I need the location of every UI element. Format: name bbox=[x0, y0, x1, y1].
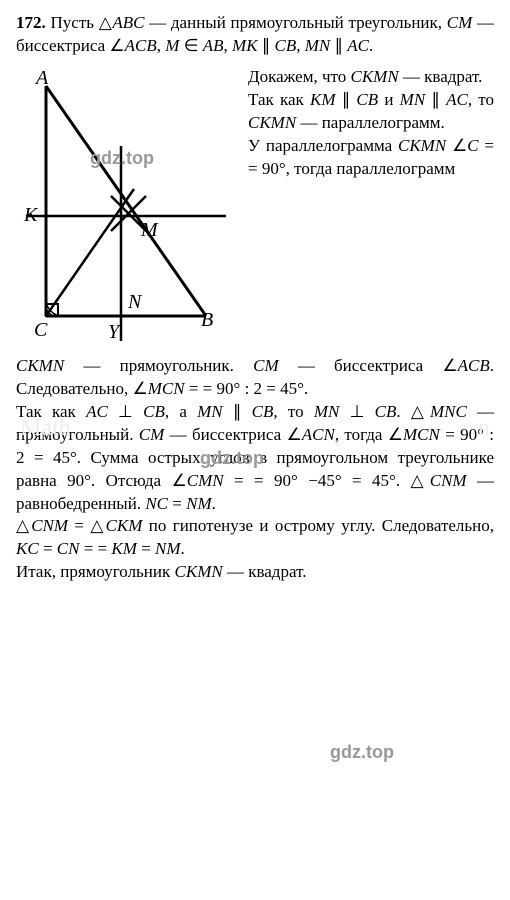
label-M: M bbox=[140, 219, 159, 241]
intro-text: Пусть △ABC — данный прямоугольный треуго… bbox=[16, 13, 494, 55]
label-C: C bbox=[34, 319, 48, 341]
figure-text-row: A K M N C Y B Докажем, что CKMN — квадра… bbox=[16, 66, 494, 351]
bg-decoration-right: n bbox=[478, 415, 490, 442]
label-A: A bbox=[34, 67, 49, 89]
problem-number: 172. bbox=[16, 13, 46, 32]
label-K: K bbox=[23, 204, 39, 226]
label-B: B bbox=[201, 309, 213, 331]
label-N: N bbox=[127, 291, 143, 313]
proof-continuation: CKMN — прямоугольник. CM — биссектриса ∠… bbox=[16, 355, 494, 584]
bg-decoration-left: Math bbox=[20, 415, 71, 442]
watermark-1: gdz.top bbox=[90, 148, 154, 169]
watermark-2: gdz.top bbox=[200, 448, 264, 469]
problem-intro: 172. Пусть △ABC — данный прямоугольный т… bbox=[16, 12, 494, 58]
watermark-3: gdz.top bbox=[330, 742, 394, 763]
label-Y: Y bbox=[108, 321, 121, 343]
geometry-figure: A K M N C Y B bbox=[16, 66, 236, 351]
side-proof-text: Докажем, что CKMN — квадрат. Так как KM … bbox=[248, 66, 494, 351]
triangle-diagram: A K M N C Y B bbox=[16, 66, 236, 346]
